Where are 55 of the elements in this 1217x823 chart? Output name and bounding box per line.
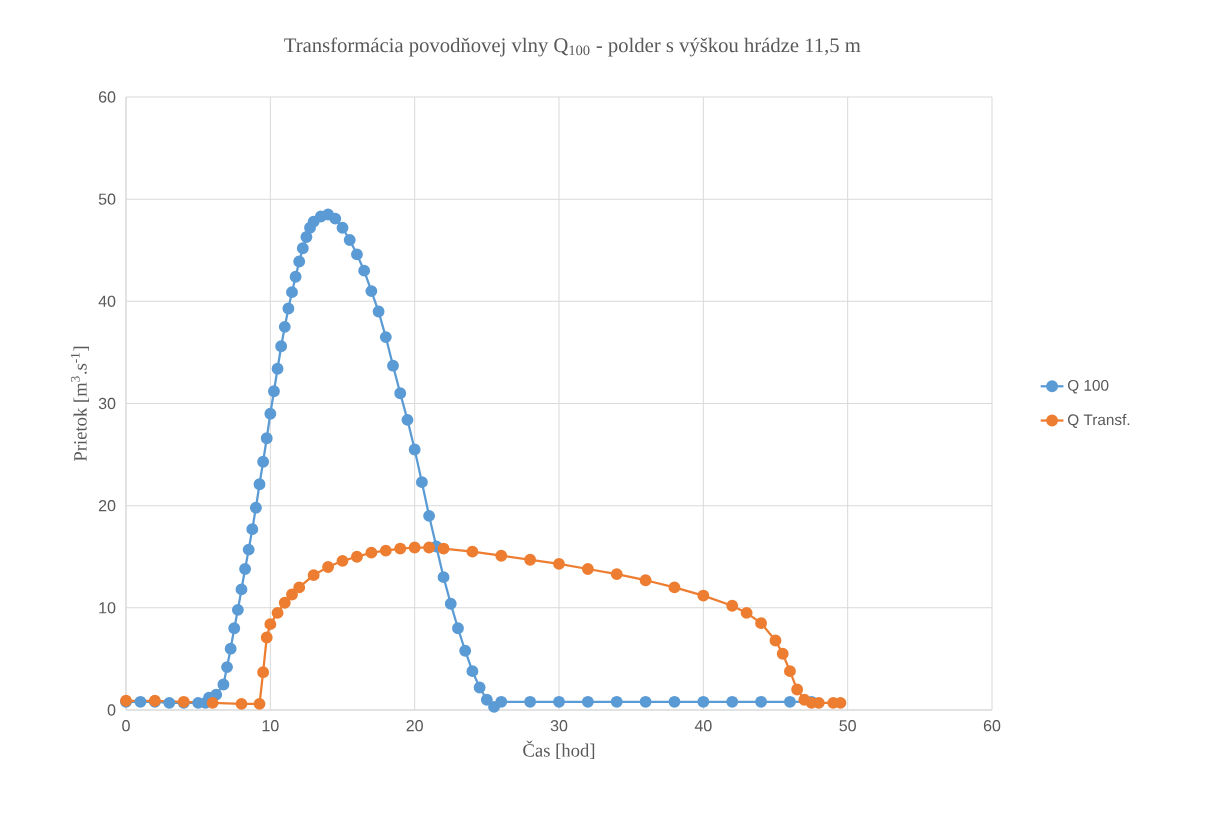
- chart-title: Transformácia povodňovej vlny Q$_{100}$ - polder s výškou hrádze 11,5 m: [284, 37, 861, 57]
- point: [271, 606, 284, 619]
- point: [379, 544, 392, 557]
- point: [365, 546, 378, 559]
- point: [740, 606, 753, 619]
- point: [524, 553, 537, 566]
- point: [206, 696, 219, 709]
- legend-label: Q Transf.: [1067, 413, 1130, 428]
- point: [726, 599, 739, 612]
- legend-label: Q 100: [1067, 379, 1109, 394]
- x-axis-title: Čas [hod]: [523, 740, 595, 760]
- point: [755, 617, 768, 630]
- point: [769, 634, 782, 647]
- y-tick-label: 0: [107, 704, 116, 716]
- point: [394, 542, 407, 555]
- x-tick-label: 50: [839, 720, 856, 732]
- point: [783, 665, 796, 678]
- y-tick-label: 10: [99, 602, 116, 614]
- point: [351, 550, 363, 563]
- point: [639, 574, 652, 587]
- point: [697, 589, 710, 602]
- x-tick-label: 20: [406, 720, 423, 732]
- point: [286, 588, 298, 601]
- y-tick-label: 40: [98, 295, 116, 307]
- point: [253, 697, 266, 710]
- point: [553, 557, 565, 570]
- point: [668, 581, 681, 594]
- point: [776, 647, 789, 660]
- y-tick-label: 50: [98, 193, 116, 205]
- point: [235, 697, 248, 710]
- point: [278, 596, 291, 609]
- x-tick-label: 60: [983, 720, 1001, 732]
- point: [264, 618, 277, 631]
- point: [293, 581, 306, 594]
- point: [495, 549, 508, 562]
- y-axis-title: Prietok [m$^{3}$.s$^{-1}$]: [70, 346, 89, 462]
- point: [322, 561, 335, 573]
- point: [610, 568, 623, 581]
- point: [336, 554, 349, 567]
- x-tick-label: 10: [262, 720, 279, 732]
- y-tick-label: 20: [98, 500, 116, 512]
- point: [581, 563, 594, 575]
- x-tick-label: 30: [550, 720, 568, 732]
- point: [791, 683, 804, 696]
- point: [466, 545, 479, 558]
- point: [307, 569, 320, 582]
- x-tick-label: 0: [122, 720, 130, 732]
- y-tick-label: 60: [98, 91, 116, 103]
- point: [257, 666, 270, 679]
- y-tick-label: 30: [98, 397, 116, 410]
- point: [260, 631, 273, 644]
- point: [423, 541, 436, 554]
- point: [408, 541, 421, 554]
- point: [437, 542, 450, 555]
- x-tick-label: 40: [694, 720, 712, 732]
